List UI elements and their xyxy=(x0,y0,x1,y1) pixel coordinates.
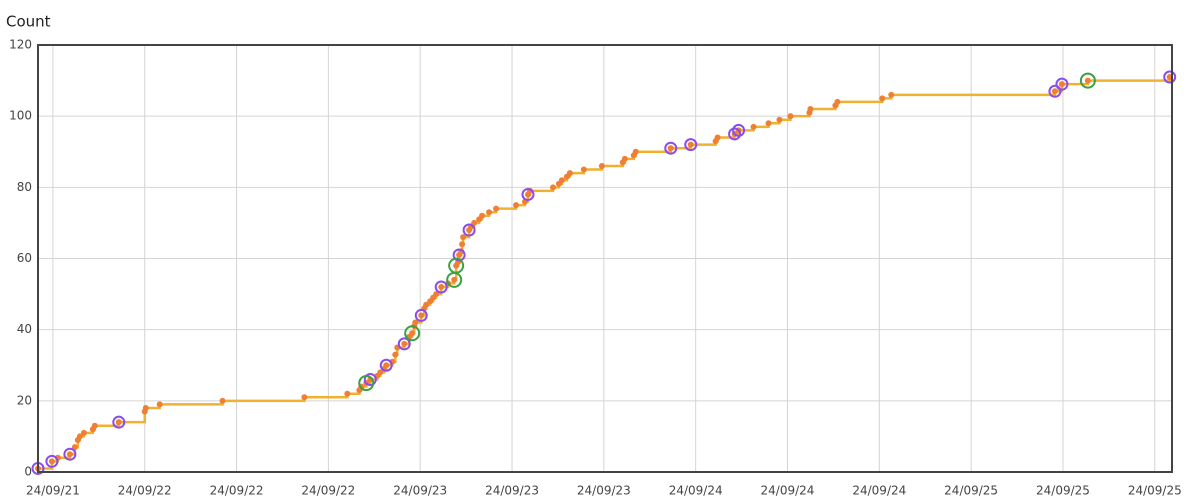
point xyxy=(486,209,493,216)
point xyxy=(423,301,430,308)
y-tick-label: 80 xyxy=(17,180,32,194)
point xyxy=(787,113,794,120)
x-tick-label: 24/09/25 xyxy=(1036,484,1090,498)
point xyxy=(401,340,408,347)
point xyxy=(363,372,377,386)
point xyxy=(66,451,73,458)
point xyxy=(621,155,628,162)
point xyxy=(566,170,573,177)
y-tick-label: 0 xyxy=(24,465,32,479)
point xyxy=(45,454,59,468)
point xyxy=(765,120,772,127)
point xyxy=(76,433,83,440)
point xyxy=(550,184,557,191)
point xyxy=(438,283,445,290)
point xyxy=(807,106,814,113)
point xyxy=(558,177,565,184)
y-tick-label: 60 xyxy=(17,251,32,265)
point xyxy=(358,375,375,392)
point xyxy=(460,234,467,241)
point xyxy=(888,91,895,98)
point xyxy=(1048,84,1062,98)
point xyxy=(156,401,163,408)
point xyxy=(48,458,55,465)
point xyxy=(493,205,500,212)
x-tick-label: 24/09/23 xyxy=(577,484,631,498)
point xyxy=(63,447,77,461)
point xyxy=(448,257,465,274)
x-tick-label: 24/09/24 xyxy=(852,484,906,498)
y-axis-label: Count xyxy=(6,13,51,31)
point xyxy=(452,248,466,262)
point xyxy=(219,397,226,404)
point xyxy=(750,123,757,130)
point xyxy=(479,212,486,219)
point xyxy=(80,429,87,436)
x-tick-label: 24/09/24 xyxy=(761,484,815,498)
point xyxy=(513,202,520,209)
x-tick-label: 24/09/25 xyxy=(1128,484,1182,498)
point xyxy=(1163,70,1177,84)
point xyxy=(664,141,678,155)
point xyxy=(521,187,535,201)
point xyxy=(1084,77,1091,84)
point xyxy=(115,419,122,426)
y-tick-label: 120 xyxy=(9,38,32,52)
y-tick-label: 100 xyxy=(9,109,32,123)
point xyxy=(1079,72,1096,89)
point xyxy=(471,219,478,226)
x-tick-label: 24/09/21 xyxy=(26,484,80,498)
point xyxy=(379,358,393,372)
point xyxy=(112,415,126,429)
x-tick-label: 24/09/24 xyxy=(669,484,723,498)
x-tick-label: 24/09/22 xyxy=(118,484,172,498)
x-tick-label: 24/09/25 xyxy=(944,484,998,498)
y-tick-label: 40 xyxy=(17,322,32,336)
point xyxy=(404,325,421,342)
point xyxy=(344,390,351,397)
point xyxy=(776,116,783,123)
point xyxy=(1055,77,1069,91)
point xyxy=(459,241,466,248)
point xyxy=(879,95,886,102)
x-tick-label: 24/09/22 xyxy=(301,484,355,498)
point xyxy=(462,223,476,237)
point xyxy=(433,291,440,298)
point xyxy=(684,138,698,152)
point xyxy=(687,141,694,148)
point xyxy=(451,276,458,283)
point xyxy=(414,308,428,322)
plot-frame xyxy=(37,44,1173,473)
point xyxy=(412,319,419,326)
point xyxy=(1058,81,1065,88)
point xyxy=(383,362,390,369)
point xyxy=(714,134,721,141)
point xyxy=(728,127,742,141)
x-tick-label: 24/09/23 xyxy=(393,484,447,498)
point xyxy=(377,369,384,376)
point xyxy=(834,98,841,105)
y-tick-label: 20 xyxy=(17,393,32,407)
point xyxy=(732,123,746,137)
point xyxy=(392,351,399,358)
point xyxy=(1051,88,1058,95)
point xyxy=(409,330,416,337)
point xyxy=(418,312,425,319)
point xyxy=(434,280,448,294)
point xyxy=(632,148,639,155)
point xyxy=(71,444,78,451)
x-tick-label: 24/09/22 xyxy=(210,484,264,498)
point xyxy=(598,162,605,169)
point xyxy=(667,145,674,152)
point xyxy=(91,422,98,429)
point xyxy=(580,166,587,173)
point xyxy=(397,337,411,351)
point xyxy=(142,404,149,411)
x-tick-label: 24/09/23 xyxy=(485,484,539,498)
point xyxy=(301,394,308,401)
